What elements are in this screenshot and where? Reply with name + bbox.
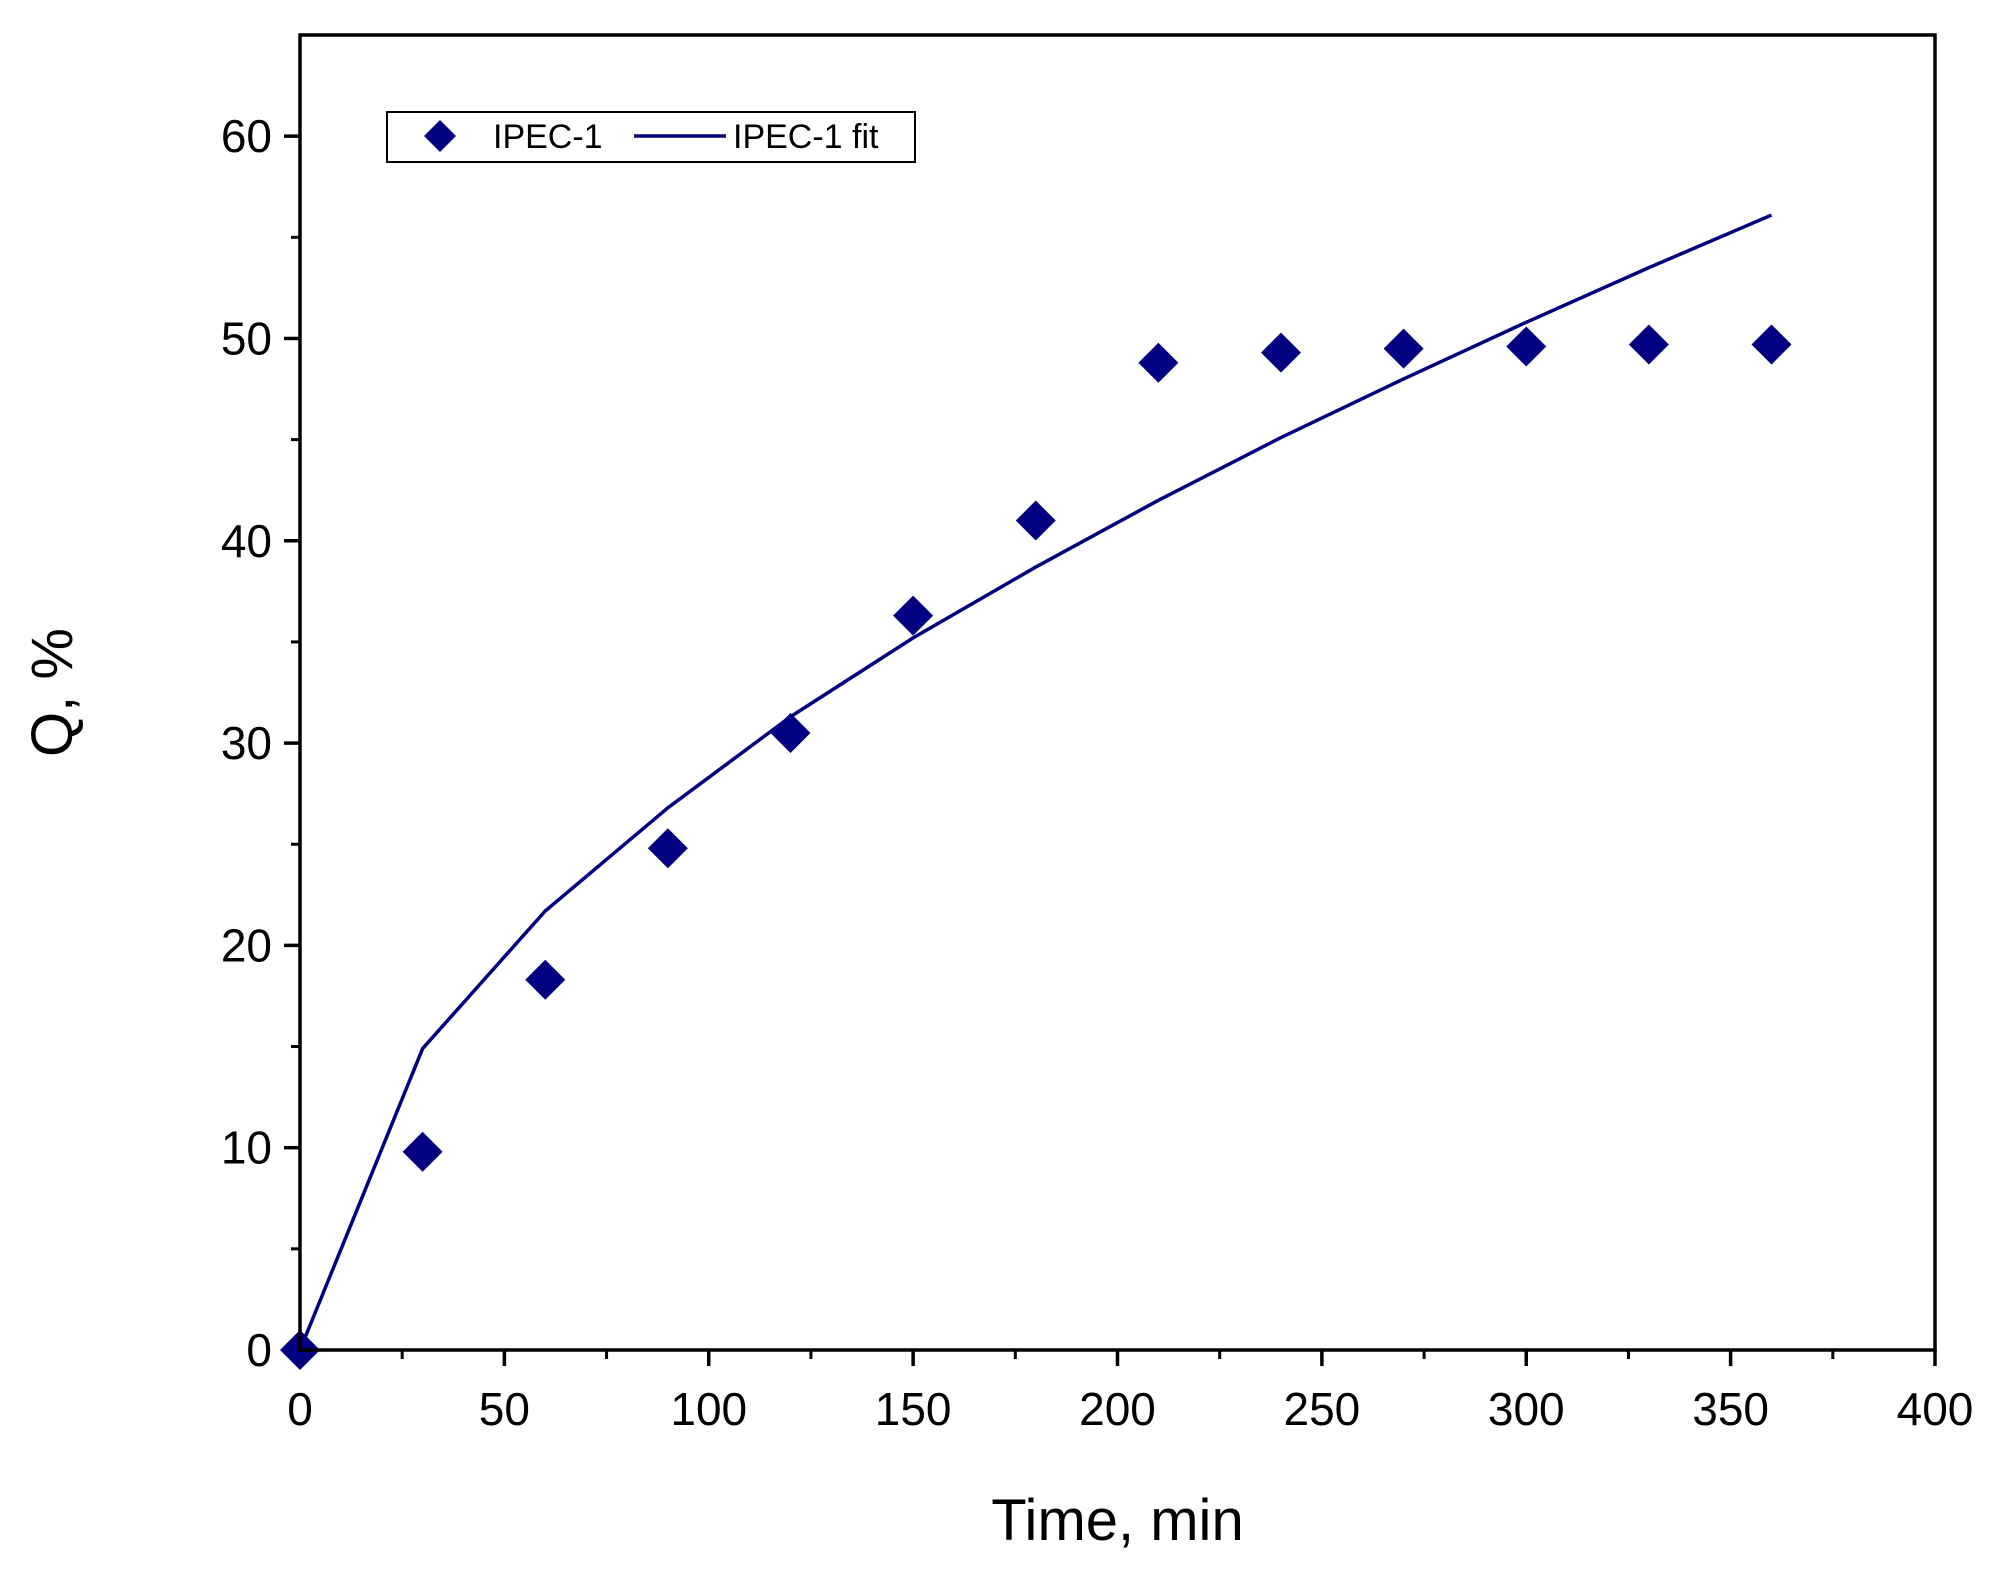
data-point-ipec-1 xyxy=(525,959,566,1000)
y-tick-label: 10 xyxy=(221,1122,272,1174)
data-point-ipec-1 xyxy=(647,828,688,869)
x-tick-label: 0 xyxy=(287,1383,313,1435)
data-point-ipec-1 xyxy=(1383,328,1424,369)
y-tick-label: 50 xyxy=(221,312,272,364)
y-tick-label: 0 xyxy=(246,1324,272,1376)
series-line-ipec-1-fit xyxy=(298,213,1773,1351)
plot-frame xyxy=(298,33,1937,1352)
data-point-ipec-1 xyxy=(1138,342,1179,383)
data-point-ipec-1 xyxy=(893,595,934,636)
fit-layer xyxy=(298,213,1773,1351)
ticks-layer: 0 50 100 150 200 250 300 350 400 0 10 20 30 40 50 60 xyxy=(221,110,1974,1435)
points-layer xyxy=(280,324,1792,1370)
legend-label-ipec-1-fit: IPEC-1 fit xyxy=(733,118,879,156)
data-point-ipec-1 xyxy=(1015,500,1056,541)
legend-marker-ipec-1 xyxy=(424,120,456,152)
data-point-ipec-1 xyxy=(1506,326,1547,367)
y-tick-label: 20 xyxy=(221,919,272,971)
data-point-ipec-1 xyxy=(402,1131,443,1172)
x-tick-label: 250 xyxy=(1284,1383,1361,1435)
data-point-ipec-1 xyxy=(1261,332,1301,373)
x-tick-label: 350 xyxy=(1692,1383,1769,1435)
x-tick-label: 150 xyxy=(875,1383,952,1435)
y-tick-label: 60 xyxy=(221,110,272,162)
y-axis-title: Q, % xyxy=(20,628,85,757)
x-tick-label: 300 xyxy=(1488,1383,1565,1435)
x-tick-label: 200 xyxy=(1079,1383,1156,1435)
x-tick-label: 50 xyxy=(479,1383,530,1435)
legend-label-ipec-1: IPEC-1 xyxy=(493,118,603,156)
legend: IPEC-1 IPEC-1 fit xyxy=(386,111,916,163)
x-tick-label: 400 xyxy=(1897,1383,1974,1435)
y-tick-label: 40 xyxy=(221,515,272,567)
x-axis-title: Time, min xyxy=(991,1488,1243,1553)
y-tick-label: 30 xyxy=(221,717,272,769)
data-point-ipec-1 xyxy=(770,712,811,753)
data-point-ipec-1 xyxy=(1628,324,1669,365)
x-tick-label: 100 xyxy=(670,1383,747,1435)
data-point-ipec-1 xyxy=(1751,324,1792,365)
